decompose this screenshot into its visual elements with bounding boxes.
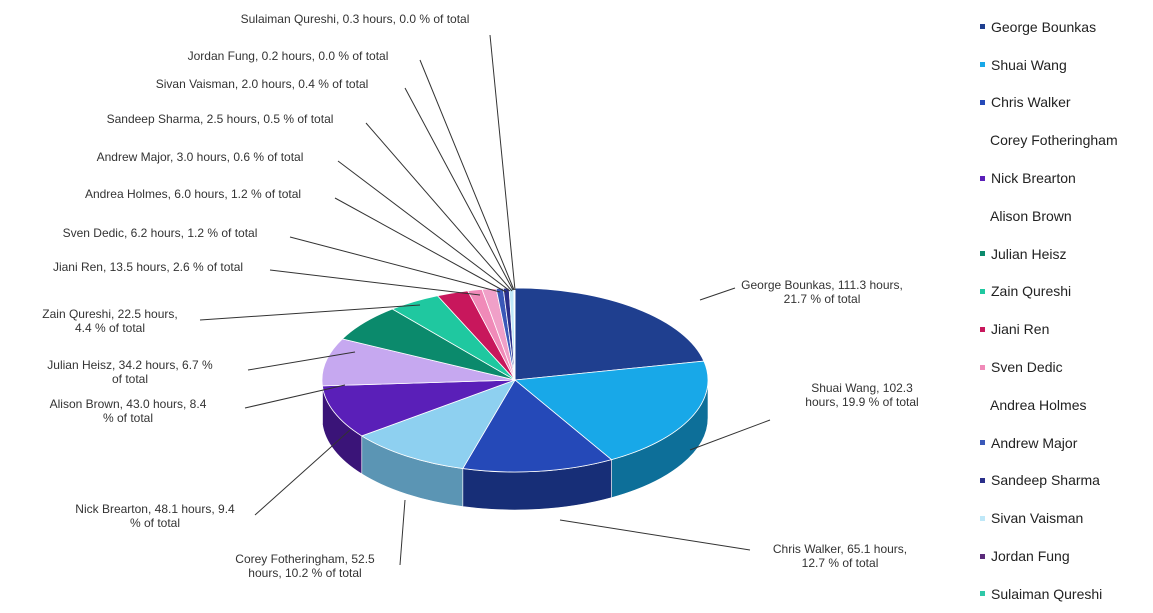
data-label-5: Alison Brown, 43.0 hours, 8.4% of total — [50, 397, 207, 425]
leader-line-3 — [400, 500, 405, 565]
legend-label: Nick Brearton — [991, 170, 1076, 186]
data-label-11: Andrew Major, 3.0 hours, 0.6 % of total — [97, 150, 304, 164]
leader-line-0 — [700, 288, 735, 300]
data-label-10: Andrea Holmes, 6.0 hours, 1.2 % of total — [85, 187, 301, 201]
legend-label: George Bounkas — [991, 19, 1096, 35]
legend-label: Corey Fotheringham — [990, 132, 1118, 148]
legend-item: Andrew Major — [980, 424, 1118, 462]
leader-line-11 — [338, 161, 510, 291]
data-label-12: Sandeep Sharma, 2.5 hours, 0.5 % of tota… — [107, 112, 334, 126]
legend-label: Chris Walker — [991, 94, 1071, 110]
data-label-2: Chris Walker, 65.1 hours,12.7 % of total — [773, 542, 907, 570]
legend-swatch — [980, 176, 985, 181]
data-label-6: Julian Heisz, 34.2 hours, 6.7 %of total — [47, 358, 213, 386]
legend-item: Sandeep Sharma — [980, 462, 1118, 500]
leader-line-8 — [270, 270, 480, 295]
legend-item: Alison Brown — [980, 197, 1118, 235]
legend-item: Andrea Holmes — [980, 386, 1118, 424]
legend-item: Zain Qureshi — [980, 273, 1118, 311]
legend-label: Andrea Holmes — [990, 397, 1087, 413]
legend-item: George Bounkas — [980, 8, 1118, 46]
legend-swatch — [980, 478, 985, 483]
legend-item: Corey Fotheringham — [980, 121, 1118, 159]
legend-item: Shuai Wang — [980, 46, 1118, 84]
legend-label: Zain Qureshi — [991, 283, 1071, 299]
legend-item: Jiani Ren — [980, 310, 1118, 348]
legend-label: Alison Brown — [990, 208, 1072, 224]
data-label-14: Jordan Fung, 0.2 hours, 0.0 % of total — [188, 49, 389, 63]
legend-swatch — [980, 289, 985, 294]
legend: George Bounkas Shuai Wang Chris Walker Core… — [980, 8, 1118, 613]
legend-item: Nick Brearton — [980, 159, 1118, 197]
legend-swatch — [980, 365, 985, 370]
legend-item: Sven Dedic — [980, 348, 1118, 386]
legend-swatch — [980, 327, 985, 332]
data-label-7: Zain Qureshi, 22.5 hours,4.4 % of total — [42, 307, 177, 335]
legend-item: Julian Heisz — [980, 235, 1118, 273]
leader-line-12 — [366, 123, 512, 291]
legend-swatch — [980, 24, 985, 29]
legend-label: Andrew Major — [991, 435, 1077, 451]
legend-label: Sandeep Sharma — [991, 472, 1100, 488]
legend-item: Chris Walker — [980, 84, 1118, 122]
legend-swatch — [980, 440, 985, 445]
legend-swatch — [980, 251, 985, 256]
leader-line-15 — [490, 35, 515, 290]
data-label-15: Sulaiman Qureshi, 0.3 hours, 0.0 % of to… — [241, 12, 470, 26]
legend-item: Sivan Vaisman — [980, 499, 1118, 537]
data-label-13: Sivan Vaisman, 2.0 hours, 0.4 % of total — [156, 77, 369, 91]
legend-label: Julian Heisz — [991, 246, 1066, 262]
legend-swatch — [980, 554, 985, 559]
legend-swatch — [980, 100, 985, 105]
legend-swatch — [980, 516, 985, 521]
leader-line-9 — [290, 237, 500, 292]
legend-swatch — [980, 62, 985, 67]
leader-line-4 — [255, 430, 350, 515]
legend-label: Sivan Vaisman — [991, 510, 1083, 526]
leader-line-10 — [335, 198, 506, 292]
leader-line-13 — [405, 88, 513, 290]
data-label-8: Jiani Ren, 13.5 hours, 2.6 % of total — [53, 260, 243, 274]
legend-label: Shuai Wang — [991, 57, 1067, 73]
data-label-9: Sven Dedic, 6.2 hours, 1.2 % of total — [63, 226, 258, 240]
legend-label: Jiani Ren — [991, 321, 1049, 337]
legend-label: Sven Dedic — [991, 359, 1063, 375]
legend-item: Jordan Fung — [980, 537, 1118, 575]
data-label-0: George Bounkas, 111.3 hours,21.7 % of to… — [741, 278, 903, 306]
data-label-4: Nick Brearton, 48.1 hours, 9.4% of total — [75, 502, 235, 530]
legend-label: Jordan Fung — [991, 548, 1070, 564]
pie-tops — [322, 288, 708, 472]
leader-line-14 — [420, 60, 514, 290]
leader-line-2 — [560, 520, 750, 550]
